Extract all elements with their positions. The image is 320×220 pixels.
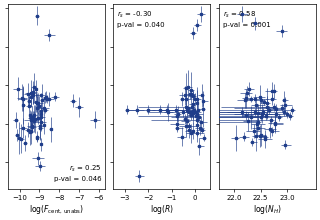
Text: $r_s$ = 0.58
p-val = 0.001: $r_s$ = 0.58 p-val = 0.001 [223, 10, 270, 28]
X-axis label: log($R$): log($R$) [150, 203, 174, 216]
X-axis label: log($N_{H}$): log($N_{H}$) [253, 203, 282, 216]
Text: $r_s$ = -0.30
p-val = 0.040: $r_s$ = -0.30 p-val = 0.040 [117, 10, 165, 28]
Text: $r_s$ = 0.25
p-val = 0.046: $r_s$ = 0.25 p-val = 0.046 [54, 164, 102, 182]
X-axis label: log($F_{\rm cent,\,unabs}$): log($F_{\rm cent,\,unabs}$) [29, 203, 84, 216]
